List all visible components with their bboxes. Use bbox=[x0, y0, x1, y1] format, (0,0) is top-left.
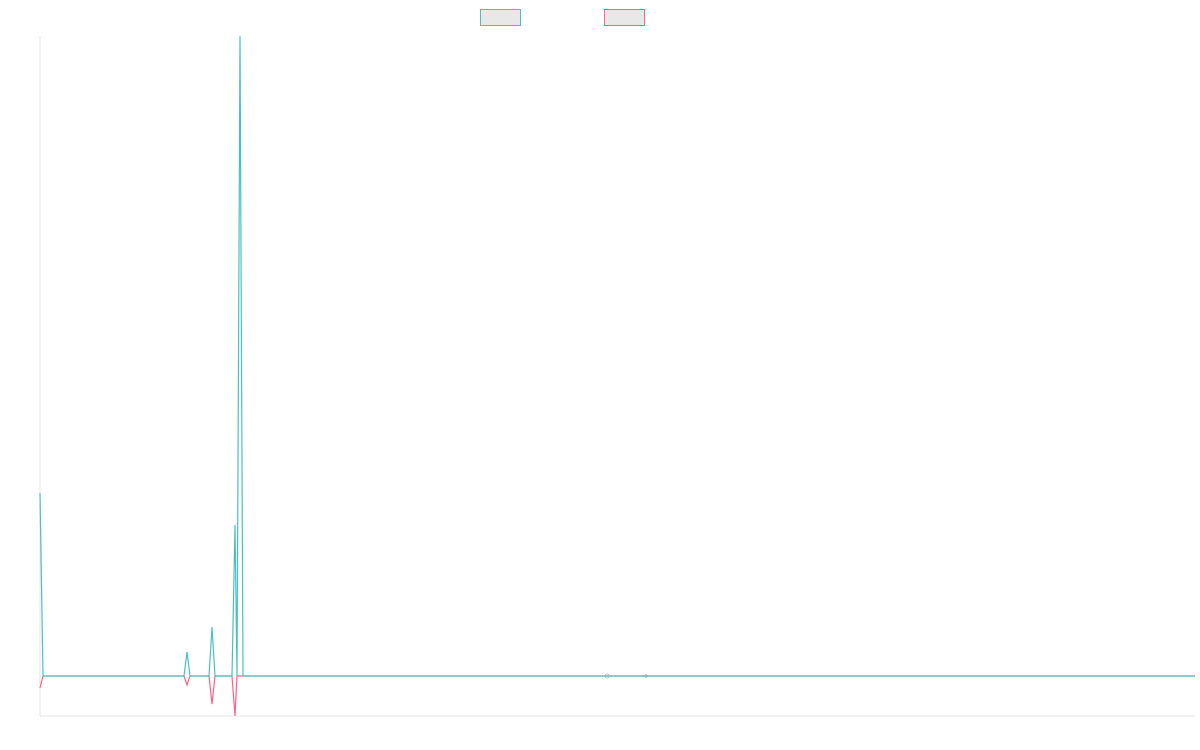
legend-swatch[interactable] bbox=[480, 9, 521, 26]
legend-swatch[interactable] bbox=[604, 9, 645, 26]
line-series bbox=[39, 35, 1195, 677]
line-series bbox=[39, 675, 1195, 717]
